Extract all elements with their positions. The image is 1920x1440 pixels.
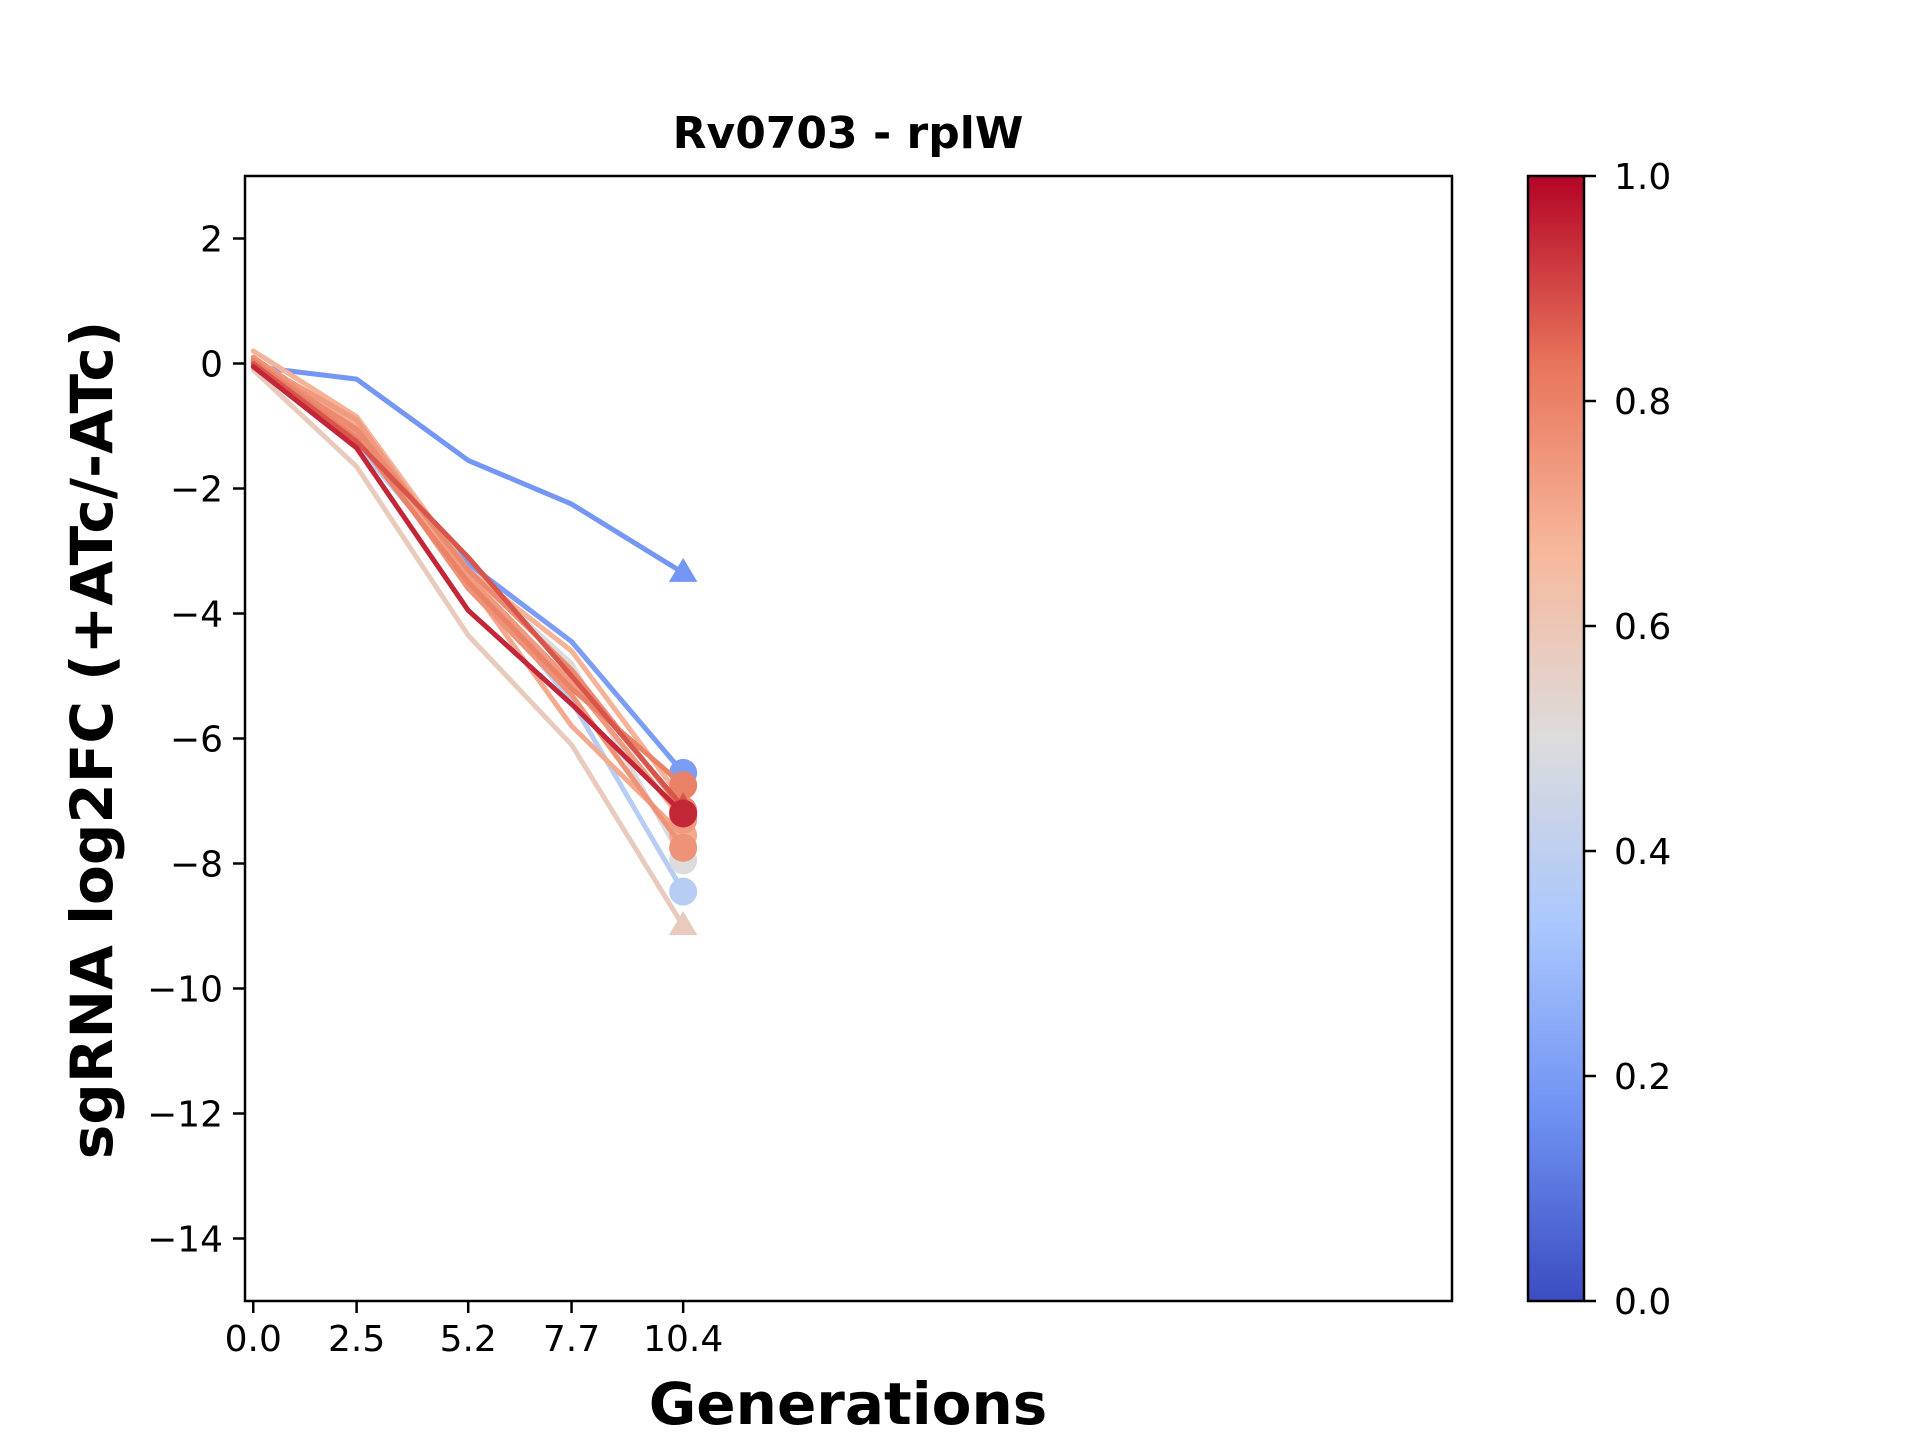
colorbar-tick-label: 1.0 [1614,157,1671,198]
series-line [250,361,686,810]
colorbar-body [1526,174,1586,1303]
colorbar-tick-label: 0.6 [1614,607,1671,648]
plot-frame [243,174,1454,1303]
series-line [250,367,686,929]
colorbar-tick-label: 0.4 [1614,832,1671,873]
y-tick-label: −12 [147,1095,223,1136]
colorbar-ticks: 0.0 0.2 0.4 0.6 0.8 1.0 [1584,157,1671,1323]
series-5 [250,367,698,935]
series-line [250,364,686,816]
series-1 [250,364,698,582]
series-marker-triangle [668,557,698,582]
series-layer [250,348,698,935]
x-axis: 0.0 2.5 5.2 7.7 10.4 [225,1301,723,1360]
series-marker-circle [669,833,698,862]
series-3 [250,364,698,906]
series-marker-circle [669,771,698,800]
y-tick-label: −2 [170,470,223,511]
y-tick-label: −8 [170,845,223,886]
y-tick-label: −4 [170,595,223,636]
colorbar-tick-label: 0.0 [1614,1282,1671,1323]
y-axis: 2 0 −2 −4 −6 −8 −10 −12 −14 [147,220,245,1261]
y-axis-label: sgRNA log2FC (+ATc/-ATc) [58,321,126,1159]
y-tick-label: −10 [147,970,223,1011]
y-tick-label: −14 [147,1220,223,1261]
series-marker-triangle [668,911,698,935]
series-marker-circle [669,877,698,906]
colorbar-tick-label: 0.8 [1614,382,1671,423]
x-axis-label: Generations [649,1370,1048,1438]
colorbar-tick-label: 0.2 [1614,1057,1671,1098]
series-line [250,364,686,576]
x-tick-label: 7.7 [543,1319,600,1360]
x-tick-label: 0.0 [225,1319,282,1360]
x-tick-label: 10.4 [643,1319,723,1360]
y-tick-label: 0 [200,345,223,386]
series-13 [250,364,698,828]
series-line [250,364,686,895]
y-tick-label: −6 [170,720,223,761]
y-tick-label: 2 [200,220,223,261]
x-tick-label: 5.2 [440,1319,497,1360]
chart-title: Rv0703 - rplW [673,108,1024,159]
x-tick-label: 2.5 [328,1319,385,1360]
colorbar: 0.0 0.2 0.4 0.6 0.8 1.0 [1526,157,1671,1323]
series-line [250,357,686,823]
series-marker-circle [669,799,698,828]
